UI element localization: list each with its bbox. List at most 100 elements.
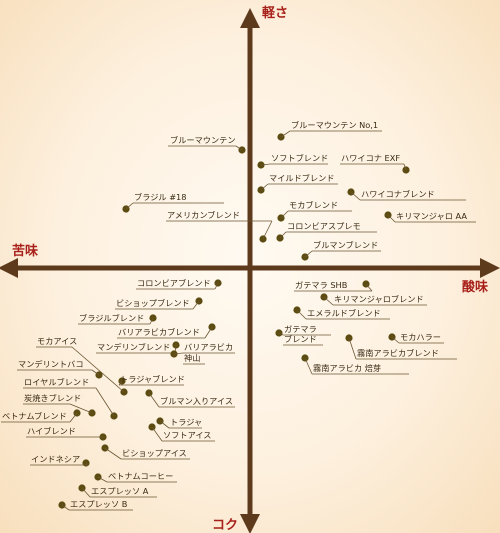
leader-line <box>204 326 213 339</box>
coffee-item: ブラジルブレンド <box>78 313 157 325</box>
coffee-item: ロイヤルブレンド <box>23 377 118 420</box>
leader-line <box>159 420 170 429</box>
coffee-label: トラジャブレンド <box>120 374 185 384</box>
leader-line <box>304 250 313 258</box>
coffee-label: キリマンジャロブレンド <box>334 294 424 304</box>
coffee-item: キリマンジャロ AA <box>384 211 476 223</box>
leader-line <box>387 214 396 223</box>
coffee-item: ハワイコナ EXF <box>340 153 410 174</box>
coffee-item: 神山 <box>183 353 205 365</box>
coffee-item: ブルーマウンテン <box>168 135 246 154</box>
coffee-label: モカアイス <box>37 336 77 346</box>
coffee-item: ベトナムコーヒー <box>94 471 177 483</box>
coffee-label: エスプレッソ A <box>91 486 149 496</box>
coffee-item: エスプレッソ A <box>78 484 157 498</box>
leader-line <box>104 447 122 460</box>
coffee-item: キリマンジャロブレンド <box>320 293 427 306</box>
leader-line <box>192 300 200 310</box>
coffee-item: 霧南アラビカブレンド <box>345 334 457 360</box>
coffee-label: アメリカンブレンド <box>167 210 240 220</box>
coffee-label: ビショップブレンド <box>116 298 190 308</box>
coffee-label: ブレンド <box>284 334 317 344</box>
coffee-label: ブラジル #18 <box>134 192 186 202</box>
coffee-item: コロンビアブレンド <box>136 278 222 290</box>
coffee-label: バリアラビカ <box>184 342 233 352</box>
coffee-item: ソフトブレンド <box>257 153 328 169</box>
leader-line <box>71 346 125 393</box>
leader-line <box>151 426 163 442</box>
coffee-item: アメリカンブレンド <box>166 210 273 243</box>
coffee-label: トラジャ <box>170 417 202 427</box>
coffee-item: 炭焼きブレンド <box>23 393 96 417</box>
coffee-item: マンデリントバコ <box>17 359 103 379</box>
coffee-item: ベトナムブレンド <box>1 409 81 423</box>
coffee-item: モカアイス <box>36 336 128 396</box>
coffee-item: ビショップブレンド <box>115 297 203 310</box>
coffee-label: ブルマン入りアイス <box>160 396 233 406</box>
leader-line <box>149 317 154 325</box>
coffee-item: ブルマン入りアイス <box>145 389 235 408</box>
coffee-item: ガテマラ <box>275 324 331 337</box>
coffee-item: モカブレンド <box>277 200 352 222</box>
coffee-label: コロンビアスプレモ <box>287 221 361 231</box>
leader-line <box>173 352 184 355</box>
leader-line <box>350 191 361 201</box>
coffee-item: トラジャブレンド <box>118 374 185 386</box>
coffee-item: ビショップアイス <box>101 444 190 460</box>
coffee-item: ブレンド <box>283 334 323 346</box>
leader-line <box>280 130 291 138</box>
leader-line <box>235 145 243 151</box>
coffee-label: ロイヤルブレンド <box>24 377 89 387</box>
coffee-label: ガテマラ <box>284 324 317 334</box>
leader-line <box>91 369 100 376</box>
leader-line <box>260 183 269 191</box>
leader-line <box>304 357 313 375</box>
leader-line <box>279 231 287 239</box>
leader-line <box>262 220 273 240</box>
leader-line <box>323 296 334 306</box>
coffee-item: ソフトアイス <box>148 423 215 442</box>
coffee-label: エメラルドブレンド <box>307 308 381 318</box>
leader-line <box>278 332 284 336</box>
coffee-item: ブラジル #18 <box>122 192 224 213</box>
coffee-label: マンデリントバコ <box>18 359 84 369</box>
coffee-label: ビショップアイス <box>122 448 187 458</box>
leader-line <box>296 309 307 320</box>
coffee-item: バリアラビカ <box>170 342 235 358</box>
coffee-item: ブルーマウンテン No,1 <box>277 120 382 141</box>
leader-line <box>97 476 108 483</box>
coffee-label: キリマンジャロ AA <box>396 211 467 221</box>
leader-line <box>280 210 289 219</box>
coffee-label: ベトナムブレンド <box>2 411 67 421</box>
leader-line <box>61 504 70 511</box>
coffee-label: バリアラビカブレンド <box>118 327 200 337</box>
coffee-label: 神山 <box>184 353 200 363</box>
axis-label-right: 酸味 <box>462 280 489 295</box>
coffee-label: ベトナムコーヒー <box>108 471 173 481</box>
leader-line <box>81 487 91 498</box>
leader-line <box>391 336 400 344</box>
coffee-item: ブルマンブレンド <box>301 240 381 261</box>
coffee-label: ブラジルブレンド <box>79 313 144 323</box>
leader-line <box>118 380 123 386</box>
axis-label-top: 軽さ <box>262 6 289 21</box>
leader-line <box>348 337 357 360</box>
coffee-label: ハワイコナ EXF <box>341 153 400 163</box>
coffee-item: ハワイコナブレンド <box>347 188 466 201</box>
coffee-item: コロンビアスプレモ <box>276 221 377 242</box>
leader-line <box>69 403 93 414</box>
coffee-label: 霧南アラビカブレンド <box>357 348 439 358</box>
coffee-label: マイルドブレンド <box>269 173 335 183</box>
coffee-item: マイルドブレンド <box>257 173 338 194</box>
coffee-label: ブルマンブレンド <box>313 240 378 250</box>
coffee-item: ガテマラ SHB <box>294 280 373 292</box>
leader-line <box>260 163 271 166</box>
coffee-label: ソフトブレンド <box>271 153 328 163</box>
axis-label-bottom: コク <box>212 518 239 533</box>
coffee-label: インドネシア <box>31 454 80 464</box>
coffee-item: ハイブレンド <box>26 426 107 441</box>
coffee-item: トラジャ <box>156 417 202 429</box>
leader-line <box>214 282 219 290</box>
coffee-label: マンデリンブレンド <box>97 342 170 352</box>
